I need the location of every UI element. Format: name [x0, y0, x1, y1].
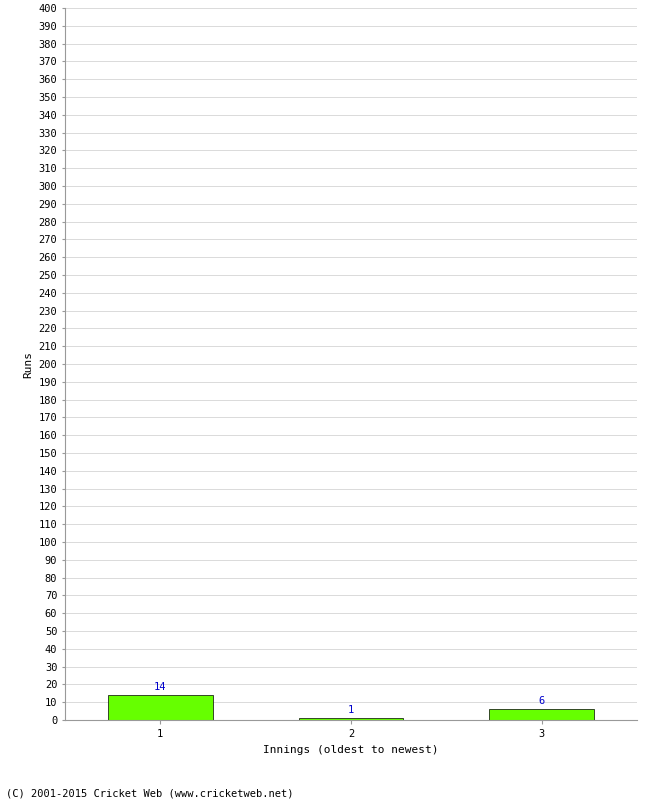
Text: (C) 2001-2015 Cricket Web (www.cricketweb.net): (C) 2001-2015 Cricket Web (www.cricketwe…	[6, 788, 294, 798]
Y-axis label: Runs: Runs	[23, 350, 33, 378]
Text: 1: 1	[348, 705, 354, 714]
Text: 6: 6	[539, 696, 545, 706]
Bar	[108, 695, 213, 720]
Bar	[489, 710, 594, 720]
Text: 14: 14	[154, 682, 166, 691]
Bar	[298, 718, 404, 720]
X-axis label: Innings (oldest to newest): Innings (oldest to newest)	[263, 745, 439, 754]
